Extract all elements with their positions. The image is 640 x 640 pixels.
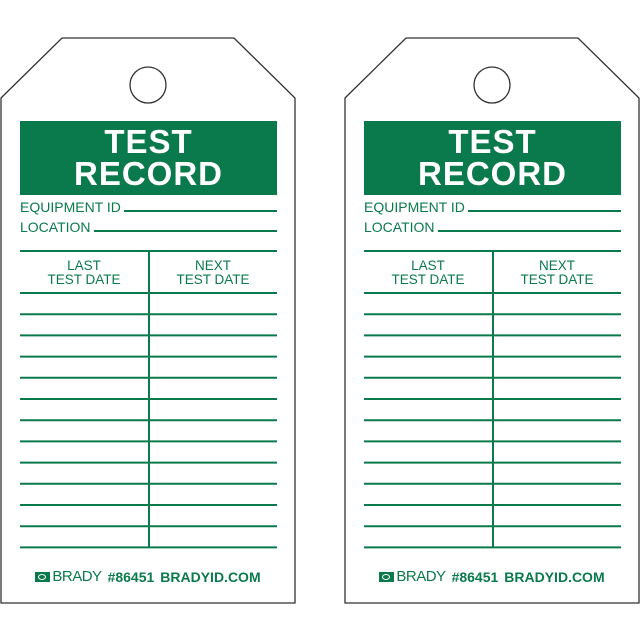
brady-logo: BRADY <box>35 568 102 585</box>
location-label: LOCATION <box>364 219 435 235</box>
equipment-id-field[interactable]: EQUIPMENT ID <box>20 199 277 215</box>
tag-footer: BRADY #86451 BRADYID.COM <box>0 568 296 585</box>
test-record-tag: TEST RECORD EQUIPMENT ID LOCATION LAST TE… <box>0 37 296 604</box>
next-test-date-header: NEXT TEST DATE <box>520 258 594 287</box>
website: BRADYID.COM <box>504 568 605 585</box>
equipment-id-field[interactable]: EQUIPMENT ID <box>364 199 621 215</box>
grommet-hole <box>473 66 511 104</box>
location-field[interactable]: LOCATION <box>364 219 621 235</box>
test-record-tag: TEST RECORD EQUIPMENT ID LOCATION LAST TE… <box>344 37 640 604</box>
date-table-grid <box>364 250 621 549</box>
last-test-date-header: LAST TEST DATE <box>47 258 121 287</box>
title-line2: RECORD <box>417 155 567 192</box>
last-test-date-header: LAST TEST DATE <box>391 258 465 287</box>
tag-footer: BRADY #86451 BRADYID.COM <box>344 568 640 585</box>
title-band: TEST RECORD <box>20 121 277 195</box>
title-line1: TEST <box>104 123 193 160</box>
grommet-hole <box>129 66 167 104</box>
brady-logo: BRADY <box>379 568 446 585</box>
date-table-grid <box>20 250 277 549</box>
next-test-date-header: NEXT TEST DATE <box>176 258 250 287</box>
website: BRADYID.COM <box>160 568 261 585</box>
title-line2: RECORD <box>73 155 223 192</box>
part-number: #86451 <box>107 568 155 585</box>
equipment-id-label: EQUIPMENT ID <box>20 199 121 215</box>
equipment-id-label: EQUIPMENT ID <box>364 199 465 215</box>
title-band: TEST RECORD <box>364 121 621 195</box>
location-field[interactable]: LOCATION <box>20 219 277 235</box>
brady-logo-icon <box>379 571 395 582</box>
title-line1: TEST <box>448 123 537 160</box>
brady-logo-icon <box>35 571 51 582</box>
part-number: #86451 <box>451 568 499 585</box>
location-label: LOCATION <box>20 219 91 235</box>
